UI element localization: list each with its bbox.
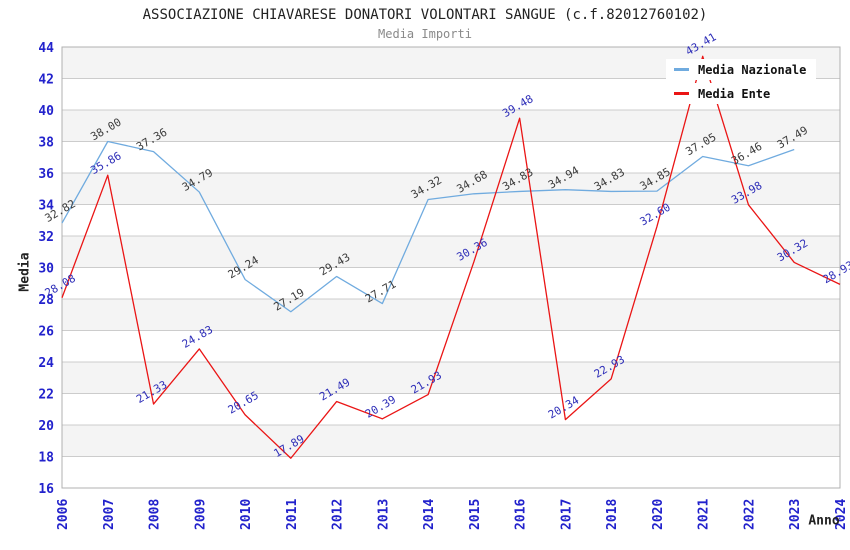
plot-border bbox=[61, 46, 841, 489]
y-tick-label: 30 bbox=[38, 262, 54, 277]
media-nazionale-line-swatch-icon bbox=[674, 68, 689, 71]
plot-band bbox=[62, 299, 840, 331]
y-tick-label: 34 bbox=[38, 199, 54, 214]
y-tick-label: 36 bbox=[38, 167, 54, 182]
series-line-media-nazionale bbox=[61, 140, 795, 313]
y-tick-label: 38 bbox=[38, 136, 54, 151]
x-tick-label: 2010 bbox=[239, 499, 254, 530]
y-tick-label: 40 bbox=[38, 104, 54, 119]
legend-item-media-ente: Media Ente bbox=[666, 83, 781, 104]
media-ente-line-swatch-icon bbox=[674, 92, 689, 95]
x-tick-label: 2014 bbox=[422, 499, 437, 530]
x-tick-label: 2011 bbox=[285, 499, 300, 530]
chart-subtitle: Media Importi bbox=[378, 27, 472, 41]
x-axis-title: Anno bbox=[808, 513, 840, 529]
plot-band bbox=[62, 425, 840, 457]
legend-label: Media Ente bbox=[698, 86, 771, 101]
series-line-media-ente bbox=[61, 55, 841, 459]
plot-band bbox=[62, 236, 840, 268]
y-tick-label: 26 bbox=[38, 325, 54, 340]
x-tick-label: 2013 bbox=[376, 499, 391, 530]
x-tick-label: 2023 bbox=[788, 499, 803, 530]
y-tick-label: 24 bbox=[38, 356, 54, 371]
x-tick-label: 2009 bbox=[193, 499, 208, 530]
y-tick-label: 20 bbox=[38, 419, 54, 434]
legend-label: Media Nazionale bbox=[698, 62, 807, 77]
x-tick-label: 2018 bbox=[605, 499, 620, 530]
plot-band bbox=[62, 173, 840, 205]
x-tick-label: 2016 bbox=[514, 499, 529, 530]
legend-item-media-nazionale: Media Nazionale bbox=[666, 59, 817, 80]
plot-band bbox=[62, 362, 840, 394]
y-tick-label: 28 bbox=[38, 293, 54, 308]
y-tick-label: 42 bbox=[38, 73, 54, 88]
chart-title: ASSOCIAZIONE CHIAVARESE DONATORI VOLONTA… bbox=[142, 7, 708, 23]
y-tick-label: 16 bbox=[38, 482, 54, 497]
x-tick-label: 2015 bbox=[468, 499, 483, 530]
plot-band bbox=[62, 110, 840, 142]
x-tick-label: 2021 bbox=[697, 499, 712, 530]
y-tick-label: 44 bbox=[38, 41, 54, 56]
x-tick-label: 2022 bbox=[742, 499, 757, 530]
x-tick-label: 2008 bbox=[148, 499, 163, 530]
y-tick-label: 32 bbox=[38, 230, 54, 245]
y-tick-label: 22 bbox=[38, 388, 54, 403]
x-tick-label: 2012 bbox=[331, 499, 346, 530]
x-tick-label: 2007 bbox=[102, 499, 117, 530]
x-tick-label: 2017 bbox=[559, 499, 574, 530]
x-tick-label: 2020 bbox=[651, 499, 666, 530]
y-axis-title: Media bbox=[17, 252, 33, 292]
x-tick-label: 2024 bbox=[834, 499, 849, 530]
y-tick-label: 18 bbox=[38, 451, 54, 466]
x-tick-label: 2006 bbox=[56, 499, 71, 530]
